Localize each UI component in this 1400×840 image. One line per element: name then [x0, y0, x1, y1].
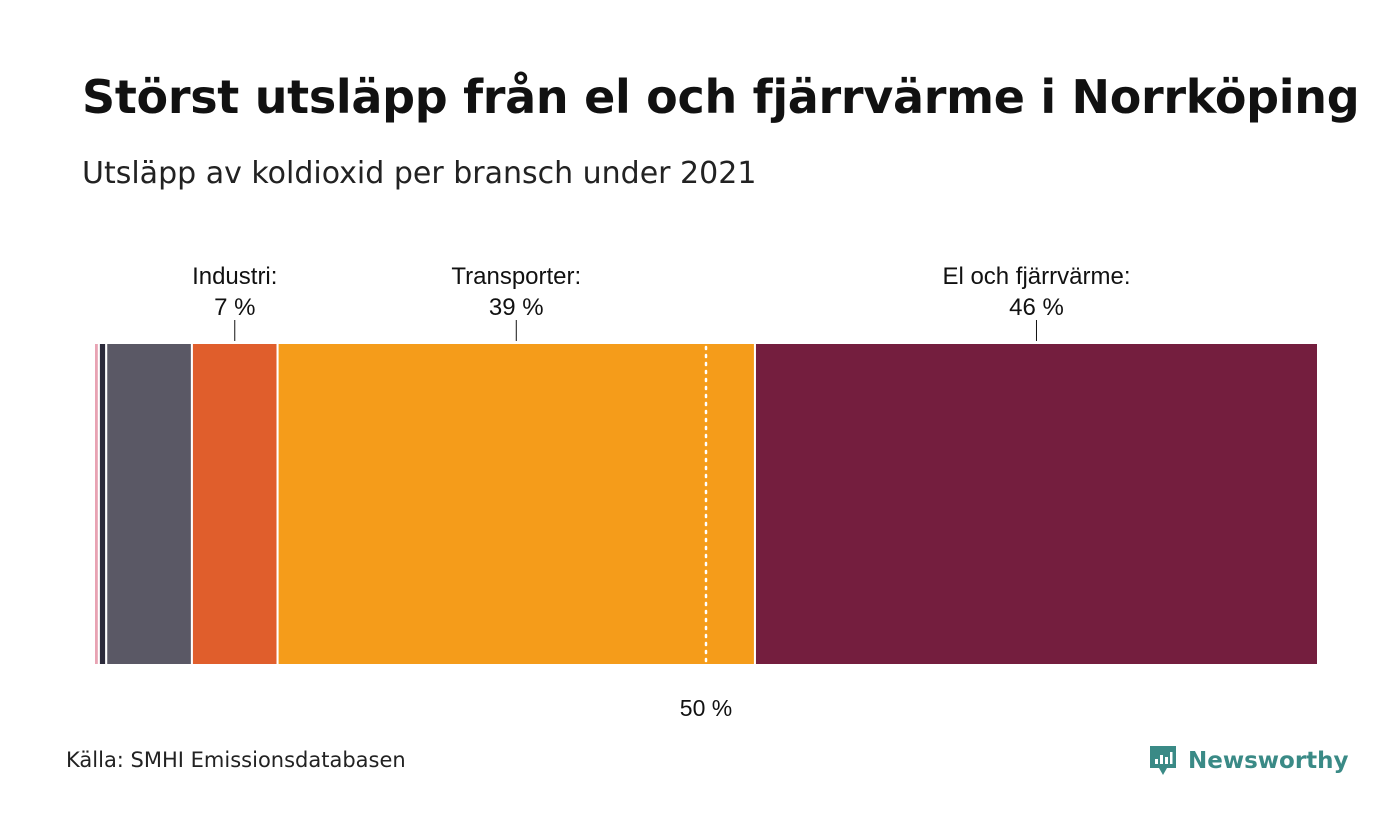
source-note: Källa: SMHI Emissionsdatabasen	[66, 748, 406, 772]
bar-segment-transporter	[276, 342, 756, 666]
reference-line-label: 50 %	[680, 695, 732, 721]
newsworthy-logo-icon	[1150, 746, 1176, 775]
bar-segment-ovrigt-mork	[97, 342, 108, 666]
bar-segment-ovrigt	[105, 342, 193, 666]
segment-value-transporter: 39 %	[489, 294, 544, 321]
stacked-bar-chart: Industri: 7 % Transporter: 39 % El och fjärr…	[93, 263, 1319, 721]
bar-segment-el-och-fjarrvarme	[753, 342, 1319, 666]
brand-name: Newsworthy	[1188, 748, 1349, 774]
chart-title: Störst utsläpp från el och fjärrvärme i …	[82, 70, 1360, 124]
chart-subtitle: Utsläpp av koldioxid per bransch under 2…	[82, 156, 757, 191]
segment-label-el-och-fjarrvarme: El och fjärrvärme:	[942, 263, 1130, 290]
newsworthy-logo: Newsworthy	[1148, 744, 1349, 778]
segment-value-industri: 7 %	[214, 294, 255, 321]
bar-segment-industri	[190, 342, 279, 666]
segment-value-el-och-fjarrvarme: 46 %	[1009, 294, 1064, 321]
segment-label-industri: Industri:	[192, 263, 277, 290]
segment-label-transporter: Transporter:	[451, 263, 581, 290]
